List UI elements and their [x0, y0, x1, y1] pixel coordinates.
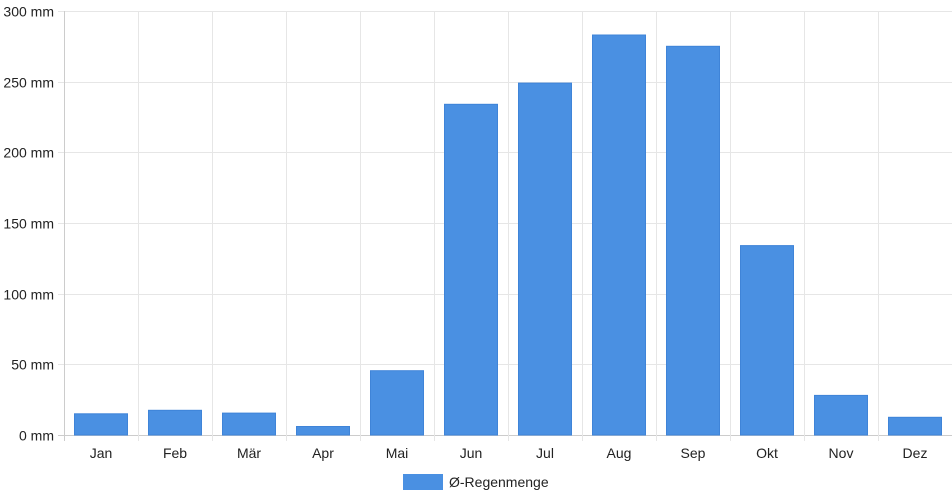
- x-tick-label: Dez: [903, 445, 928, 461]
- bar-mai[interactable]: [370, 370, 424, 436]
- y-tick-label: 100 mm: [3, 287, 54, 303]
- x-tick-label: Apr: [312, 445, 334, 461]
- y-tick-label: 150 mm: [3, 216, 54, 232]
- bars: [74, 34, 942, 436]
- bar-apr[interactable]: [296, 426, 350, 436]
- y-tick-label: 300 mm: [3, 4, 54, 20]
- bar-jun[interactable]: [444, 103, 498, 436]
- x-tick-label: Sep: [681, 445, 706, 461]
- bar-sep[interactable]: [666, 45, 720, 436]
- bar-aug[interactable]: [592, 34, 646, 436]
- bar-nov[interactable]: [814, 394, 868, 436]
- y-tick-label: 0 mm: [19, 428, 54, 444]
- bar-feb[interactable]: [148, 409, 202, 436]
- y-tick-label: 50 mm: [11, 357, 54, 373]
- legend[interactable]: Ø-Regenmenge: [403, 474, 549, 490]
- bar-jan[interactable]: [74, 413, 128, 436]
- x-tick-label: Aug: [607, 445, 632, 461]
- x-tick-label: Jul: [536, 445, 554, 461]
- y-tick-label: 200 mm: [3, 145, 54, 161]
- x-tick-label: Feb: [163, 445, 187, 461]
- x-tick-label: Nov: [829, 445, 854, 461]
- bar-okt[interactable]: [740, 245, 794, 436]
- y-axis-tick-labels: 0 mm 50 mm 100 mm 150 mm 200 mm 250 mm 300 mm: [3, 4, 54, 444]
- bar-mär[interactable]: [222, 412, 276, 436]
- x-tick-label: Okt: [756, 445, 778, 461]
- x-tick-label: Jan: [90, 445, 113, 461]
- x-tick-label: Mär: [237, 445, 261, 461]
- grid-lines: [58, 11, 952, 441]
- legend-label[interactable]: Ø-Regenmenge: [449, 474, 549, 490]
- x-axis-tick-labels: Jan Feb Mär Apr Mai Jun Jul Aug Sep Okt Nov Dez: [90, 445, 928, 461]
- x-tick-label: Mai: [386, 445, 409, 461]
- legend-swatch[interactable]: [403, 474, 443, 490]
- y-tick-label: 250 mm: [3, 75, 54, 91]
- x-tick-label: Jun: [460, 445, 483, 461]
- bar-jul[interactable]: [518, 82, 572, 436]
- bar-dez[interactable]: [888, 416, 942, 436]
